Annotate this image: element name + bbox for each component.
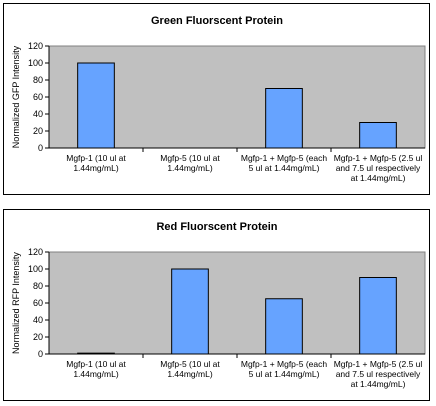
rfp-category-label: at 1.44mg/mL) — [351, 379, 406, 389]
rfp-category-label: and 7.5 ul respectively — [336, 369, 421, 379]
rfp-bar — [77, 352, 115, 355]
rfp-chart-panel: Red Fluorscent Protein 0 20 40 60 80 100 120 Nor… — [3, 209, 430, 401]
gfp-y-axis-label: Normalized GFP Intensity — [11, 45, 21, 148]
gfp-bar — [265, 88, 303, 149]
gfp-category-label: 5 ul at 1.44mg/mL) — [249, 163, 320, 173]
rfp-bar — [265, 298, 303, 355]
rfp-chart: Red Fluorscent Protein 0 20 40 60 80 100 120 Nor… — [11, 221, 426, 389]
rfp-category-label: 1.44mg/mL) — [167, 369, 213, 379]
rfp-category-label: Mgfp-5 (10 ul at — [160, 359, 220, 369]
rfp-bar — [171, 268, 209, 355]
rfp-category-label: Mgfp-1 (10 ul at — [66, 359, 126, 369]
gfp-category-label: 1.44mg/mL) — [167, 163, 213, 173]
rfp-bar — [359, 277, 397, 355]
rfp-y-tick-label: 120 — [28, 247, 43, 257]
gfp-chart: Green Fluorscent Protein 0 20 40 60 80 100 120 N… — [11, 15, 426, 183]
rfp-category-label: Mgfp-1 + Mgfp-5 (2.5 ul — [334, 359, 423, 369]
rfp-category-label: Mgfp-1 + Mgfp-5 (each — [241, 359, 327, 369]
rfp-y-tick-label: 60 — [33, 298, 43, 308]
rfp-y-tick-label: 100 — [28, 264, 43, 274]
gfp-y-tick-label: 80 — [33, 75, 43, 85]
gfp-category-label: Mgfp-1 + Mgfp-5 (each — [241, 153, 327, 163]
gfp-chart-title: Green Fluorscent Protein — [151, 15, 283, 27]
rfp-y-tick-label: 40 — [33, 315, 43, 325]
gfp-y-tick-label: 120 — [28, 41, 43, 51]
gfp-y-tick-label: 100 — [28, 58, 43, 68]
gfp-chart-panel: Green Fluorscent Protein 0 20 40 60 80 100 120 N… — [3, 3, 430, 195]
rfp-chart-title: Red Fluorscent Protein — [156, 221, 277, 233]
gfp-y-tick-label: 0 — [38, 143, 43, 153]
gfp-y-tick-label: 40 — [33, 109, 43, 119]
rfp-category-label: 5 ul at 1.44mg/mL) — [249, 369, 320, 379]
rfp-y-tick-label: 20 — [33, 332, 43, 342]
gfp-category-label: Mgfp-1 + Mgfp-5 (2.5 ul — [334, 153, 423, 163]
gfp-category-label: Mgfp-5 (10 ul at — [160, 153, 220, 163]
rfp-y-tick-label: 80 — [33, 281, 43, 291]
rfp-y-axis-label: Normalized RFP Intensity — [11, 252, 21, 354]
gfp-y-tick-label: 20 — [33, 126, 43, 136]
rfp-category-label: 1.44mg/mL) — [73, 369, 119, 379]
gfp-category-label: at 1.44mg/mL) — [351, 173, 406, 183]
gfp-category-label: Mgfp-1 (10 ul at — [66, 153, 126, 163]
gfp-bar — [77, 62, 115, 149]
gfp-category-label: and 7.5 ul respectively — [336, 163, 421, 173]
rfp-y-tick-label: 0 — [38, 349, 43, 359]
gfp-category-label: 1.44mg/mL) — [73, 163, 119, 173]
gfp-bar — [359, 122, 397, 149]
gfp-y-tick-label: 60 — [33, 92, 43, 102]
